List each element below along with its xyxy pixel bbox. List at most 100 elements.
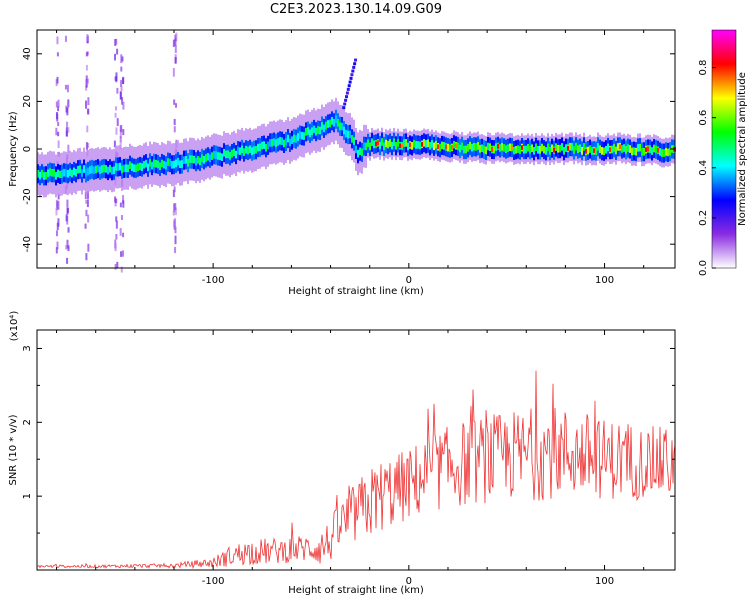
- spectrogram-core-cell: [459, 144, 461, 153]
- spectrogram-peak-cell: [437, 144, 440, 150]
- spectrogram-core-cell: [587, 146, 589, 155]
- spectrogram-core-cell: [385, 139, 387, 148]
- spectrogram-core-cell: [667, 148, 669, 157]
- spectrogram-streak-cell: [65, 244, 68, 250]
- spectrogram-core-cell: [293, 134, 295, 143]
- spectrogram-core-cell: [147, 163, 149, 172]
- spectrogram-streak-cell: [120, 125, 123, 133]
- spectrogram-core-cell: [637, 144, 639, 152]
- spectrogram-streak-cell: [114, 264, 117, 270]
- spectrogram-core-cell: [371, 138, 373, 147]
- spectrogram-core-cell: [433, 142, 435, 151]
- spectrogram-core-cell: [169, 158, 171, 167]
- spectrogram-core-cell: [471, 143, 473, 152]
- spectrogram-core-cell: [319, 126, 321, 135]
- spectrogram-core-cell: [381, 138, 383, 146]
- spectrogram-streak-cell: [173, 186, 176, 193]
- spectrogram-core-cell: [537, 146, 539, 154]
- spectrogram-core-cell: [365, 142, 367, 151]
- spectrogram-core-cell: [49, 168, 51, 176]
- spectrogram-core-cell: [89, 166, 91, 174]
- spectrogram-core-cell: [529, 145, 531, 154]
- spectrogram-core-cell: [47, 169, 49, 178]
- spectrogram-core-cell: [479, 145, 481, 153]
- spectrogram-core-cell: [109, 164, 111, 173]
- snr-plot-frame: [36, 329, 676, 571]
- spectrogram-core-cell: [403, 139, 405, 147]
- spectrogram-streak-cell: [122, 232, 125, 238]
- spectrogram-core-cell: [231, 149, 233, 158]
- spectrogram-streak-cell: [121, 97, 124, 105]
- spectrogram-streak-cell: [56, 36, 59, 45]
- spectrogram-spike-cell: [346, 87, 350, 91]
- snr-x-axis-label: Height of straight line (km): [288, 585, 424, 596]
- spectrogram-streak-cell: [55, 101, 58, 108]
- y-tick-label: 40: [22, 47, 33, 60]
- spectrogram-core-cell: [285, 137, 287, 146]
- spectrogram-core-cell: [447, 143, 449, 152]
- spectrogram-chart: -100 0 100 -40 -20 0 20 40 Height of straight l…: [8, 29, 748, 297]
- snr-plot-background: [37, 330, 675, 570]
- spectrogram-spike-cell: [344, 98, 348, 102]
- spectrogram-core-cell: [357, 149, 359, 158]
- spectrogram-streak-cell: [174, 246, 177, 254]
- spectrogram-streak-cell: [85, 209, 88, 217]
- spectrogram-core-cell: [251, 147, 253, 156]
- spectrogram-core-cell: [299, 131, 301, 139]
- spectrogram-core-cell: [337, 119, 339, 127]
- spectrogram-core-cell: [369, 142, 371, 151]
- colorbar: [712, 30, 736, 268]
- colorbar-tick-label: 0.4: [698, 160, 709, 176]
- spectrogram-core-cell: [79, 165, 81, 174]
- spectrogram-core-cell: [271, 138, 273, 147]
- spectrogram-streak-cell: [86, 78, 89, 84]
- spectrogram-core-cell: [643, 147, 645, 156]
- spectrogram-core-cell: [287, 134, 289, 143]
- spectrogram-core-cell: [289, 138, 291, 147]
- spectrogram-streak-cell: [86, 199, 89, 208]
- spectrogram-streak-cell: [172, 189, 175, 198]
- spectrogram-streak-cell: [115, 106, 118, 111]
- spectrogram-core-cell: [363, 142, 365, 150]
- spectrogram-streak-cell: [114, 242, 117, 252]
- spectrogram-core-cell: [373, 140, 375, 149]
- spectrogram-core-cell: [395, 142, 397, 150]
- spectrogram-streak-cell: [116, 48, 119, 55]
- spectrogram-core-cell: [127, 164, 129, 173]
- spectrogram-streak-cell: [174, 34, 177, 41]
- spectrogram-streak-cell: [67, 245, 70, 252]
- snr-y-multiplier: (x10⁴): [9, 311, 20, 342]
- spectrogram-streak-cell: [55, 127, 58, 136]
- spectrogram-core-cell: [311, 127, 313, 136]
- spectrogram-core-cell: [665, 148, 667, 156]
- spectrogram-streak-cell: [119, 136, 122, 142]
- y-tick-label: 1: [22, 493, 33, 499]
- spectrogram-peak-cell: [647, 146, 650, 152]
- spectrogram-core-cell: [199, 157, 201, 166]
- spectrogram-streak-cell: [57, 131, 60, 137]
- snr-chart: -100 0 100 1 2 3 (x10⁴) Height of straight li…: [8, 311, 676, 596]
- spectrogram-spike-cell: [345, 95, 349, 99]
- spectrogram-streak-cell: [56, 52, 59, 57]
- spectrogram-core-cell: [201, 154, 203, 163]
- spectrogram-streak-cell: [85, 79, 88, 87]
- spectrogram-streak-cell: [85, 52, 88, 57]
- spectrogram-core-cell: [107, 166, 109, 175]
- spectrogram-core-cell: [67, 169, 69, 178]
- spectrogram-core-cell: [461, 142, 463, 151]
- spectrogram-peak-cell: [609, 147, 612, 153]
- spectrogram-spike-cell: [352, 65, 356, 69]
- spectrogram-core-cell: [273, 138, 275, 146]
- spectrogram-streak-cell: [67, 127, 70, 133]
- spectrogram-core-cell: [223, 148, 225, 157]
- spectrogram-core-cell: [203, 156, 205, 164]
- spectrogram-core-cell: [335, 115, 337, 124]
- spectrogram-streak-cell: [174, 207, 177, 216]
- spectrogram-core-cell: [241, 145, 243, 154]
- spectrogram-peak-cell: [645, 147, 648, 153]
- spectrogram-streak-cell: [121, 56, 124, 62]
- spectrogram-core-cell: [117, 163, 119, 171]
- spectrogram-core-cell: [431, 140, 433, 148]
- spectrogram-core-cell: [517, 145, 519, 153]
- spectrogram-streak-cell: [114, 39, 117, 46]
